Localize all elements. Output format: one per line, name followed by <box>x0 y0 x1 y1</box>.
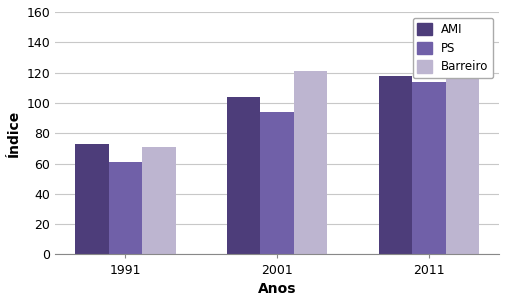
Bar <box>444 24 478 255</box>
Bar <box>227 97 260 255</box>
Legend: AMI, PS, Barreiro: AMI, PS, Barreiro <box>412 18 492 78</box>
Bar <box>260 112 293 255</box>
Bar <box>142 147 175 255</box>
Bar <box>412 82 444 255</box>
Y-axis label: Índice: Índice <box>7 110 21 157</box>
Bar <box>378 76 412 255</box>
Bar <box>293 71 327 255</box>
X-axis label: Anos: Anos <box>258 282 296 296</box>
Bar <box>109 162 142 255</box>
Bar <box>75 144 109 255</box>
